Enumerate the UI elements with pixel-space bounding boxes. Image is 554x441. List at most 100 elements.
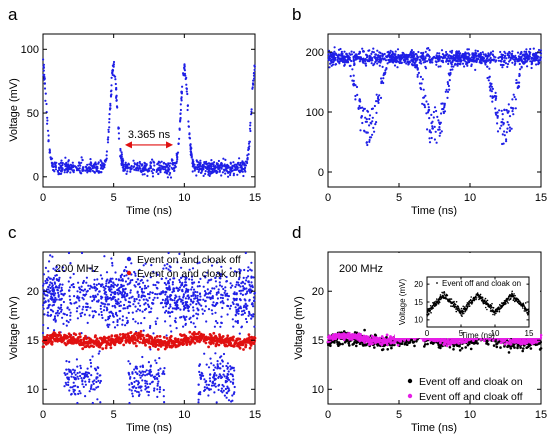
data-point <box>421 58 425 62</box>
data-point <box>433 106 437 109</box>
data-point <box>42 304 45 307</box>
data-point <box>436 115 439 118</box>
data-point <box>388 55 391 58</box>
data-point <box>354 98 357 101</box>
data-point <box>137 391 140 394</box>
data-point <box>510 54 513 57</box>
data-point <box>488 67 491 70</box>
data-point <box>526 65 529 68</box>
data-point <box>156 293 159 296</box>
data-point <box>388 58 392 61</box>
data-point <box>47 276 50 279</box>
data-point <box>169 305 172 308</box>
data-point <box>123 169 126 172</box>
data-point <box>198 363 202 366</box>
data-point <box>491 100 494 103</box>
data-point <box>441 102 444 105</box>
data-point <box>49 286 52 290</box>
panel-a-letter: a <box>8 5 18 24</box>
data-point <box>218 169 221 172</box>
data-point <box>242 348 245 351</box>
data-point <box>221 306 224 310</box>
data-point <box>127 360 130 363</box>
data-point <box>169 334 173 338</box>
data-point <box>86 163 89 166</box>
data-point <box>427 103 430 106</box>
data-point <box>353 54 356 57</box>
data-point <box>464 60 467 63</box>
data-point <box>105 150 108 153</box>
data-point <box>159 293 162 296</box>
data-point <box>67 159 70 162</box>
data-point <box>77 167 80 170</box>
data-point <box>489 88 492 91</box>
data-point <box>79 172 82 175</box>
x-tick-label: 0 <box>40 192 46 204</box>
data-point <box>142 281 145 284</box>
data-point <box>451 49 454 53</box>
data-point <box>93 388 96 391</box>
data-point <box>199 338 203 342</box>
data-point <box>232 382 235 385</box>
data-point <box>101 302 104 305</box>
data-point <box>327 53 330 56</box>
data-point <box>93 298 96 301</box>
data-point <box>47 306 50 309</box>
data-point <box>420 51 423 55</box>
data-point <box>66 377 69 380</box>
data-point <box>42 273 46 276</box>
data-point <box>165 165 168 168</box>
data-point <box>74 393 77 396</box>
data-point <box>124 336 127 340</box>
data-point <box>464 57 467 60</box>
data-point <box>455 50 458 53</box>
data-point <box>499 127 502 130</box>
data-point <box>507 123 510 126</box>
data-point <box>445 50 448 54</box>
data-point <box>248 127 252 130</box>
data-point <box>384 71 387 74</box>
data-point <box>236 321 239 324</box>
data-point <box>224 387 227 391</box>
data-point <box>238 298 242 301</box>
data-point <box>226 362 229 365</box>
data-point <box>226 367 229 370</box>
data-point <box>117 293 120 296</box>
data-point <box>220 265 223 268</box>
data-point <box>352 51 356 54</box>
data-point <box>77 164 80 167</box>
data-point <box>213 391 216 394</box>
data-point <box>43 297 46 300</box>
data-point <box>535 63 538 66</box>
data-point <box>426 342 429 346</box>
data-point <box>407 55 410 59</box>
data-point <box>155 343 159 347</box>
data-point <box>198 285 201 288</box>
data-point <box>109 296 112 299</box>
data-point <box>132 318 135 321</box>
data-point <box>201 308 204 311</box>
data-point <box>203 275 206 278</box>
data-point <box>164 299 167 302</box>
data-point <box>233 270 237 273</box>
data-point <box>86 321 89 324</box>
data-point <box>192 292 195 295</box>
data-point <box>162 306 165 309</box>
x-tick-label: 15 <box>535 192 547 204</box>
data-point <box>422 103 425 106</box>
data-point <box>129 377 132 380</box>
data-point <box>537 59 540 62</box>
data-point <box>341 56 344 59</box>
panel-b-frame <box>327 33 542 188</box>
data-point <box>150 161 153 164</box>
data-point <box>221 335 225 338</box>
data-point <box>364 62 367 65</box>
data-point <box>68 389 71 392</box>
data-point <box>192 315 195 318</box>
data-point <box>132 159 135 162</box>
data-point <box>422 88 425 91</box>
data-point <box>163 367 166 370</box>
data-point <box>175 308 178 311</box>
data-point <box>475 52 478 55</box>
